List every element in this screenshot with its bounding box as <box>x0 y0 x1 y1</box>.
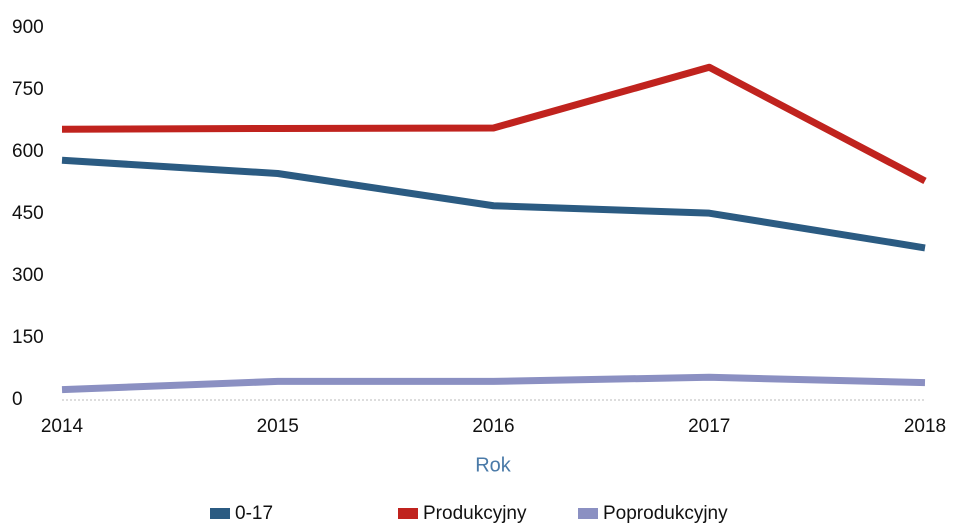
legend-label: Poprodukcyjny <box>603 503 728 524</box>
y-tick-label: 750 <box>12 79 44 100</box>
line-series <box>61 156 926 252</box>
y-tick-label: 0 <box>12 389 23 410</box>
y-tick-label: 450 <box>12 203 44 224</box>
legend-swatch <box>578 508 598 519</box>
y-tick-label: 600 <box>12 141 44 162</box>
legend-label: Produkcyjny <box>423 503 527 524</box>
x-tick-label: 2017 <box>688 416 730 437</box>
line-series <box>61 63 927 185</box>
line-series <box>61 373 926 394</box>
legend-swatch <box>210 508 230 519</box>
y-tick-label: 300 <box>12 265 44 286</box>
legend-swatch <box>398 508 418 519</box>
x-axis-title: Rok <box>475 454 512 476</box>
y-tick-label: 900 <box>12 17 44 38</box>
legend-label: 0-17 <box>235 503 273 524</box>
x-tick-label: 2018 <box>904 416 946 437</box>
x-tick-label: 2014 <box>41 416 84 437</box>
x-tick-label: 2015 <box>257 416 299 437</box>
x-tick-label: 2016 <box>472 416 514 437</box>
y-tick-label: 150 <box>12 327 44 348</box>
